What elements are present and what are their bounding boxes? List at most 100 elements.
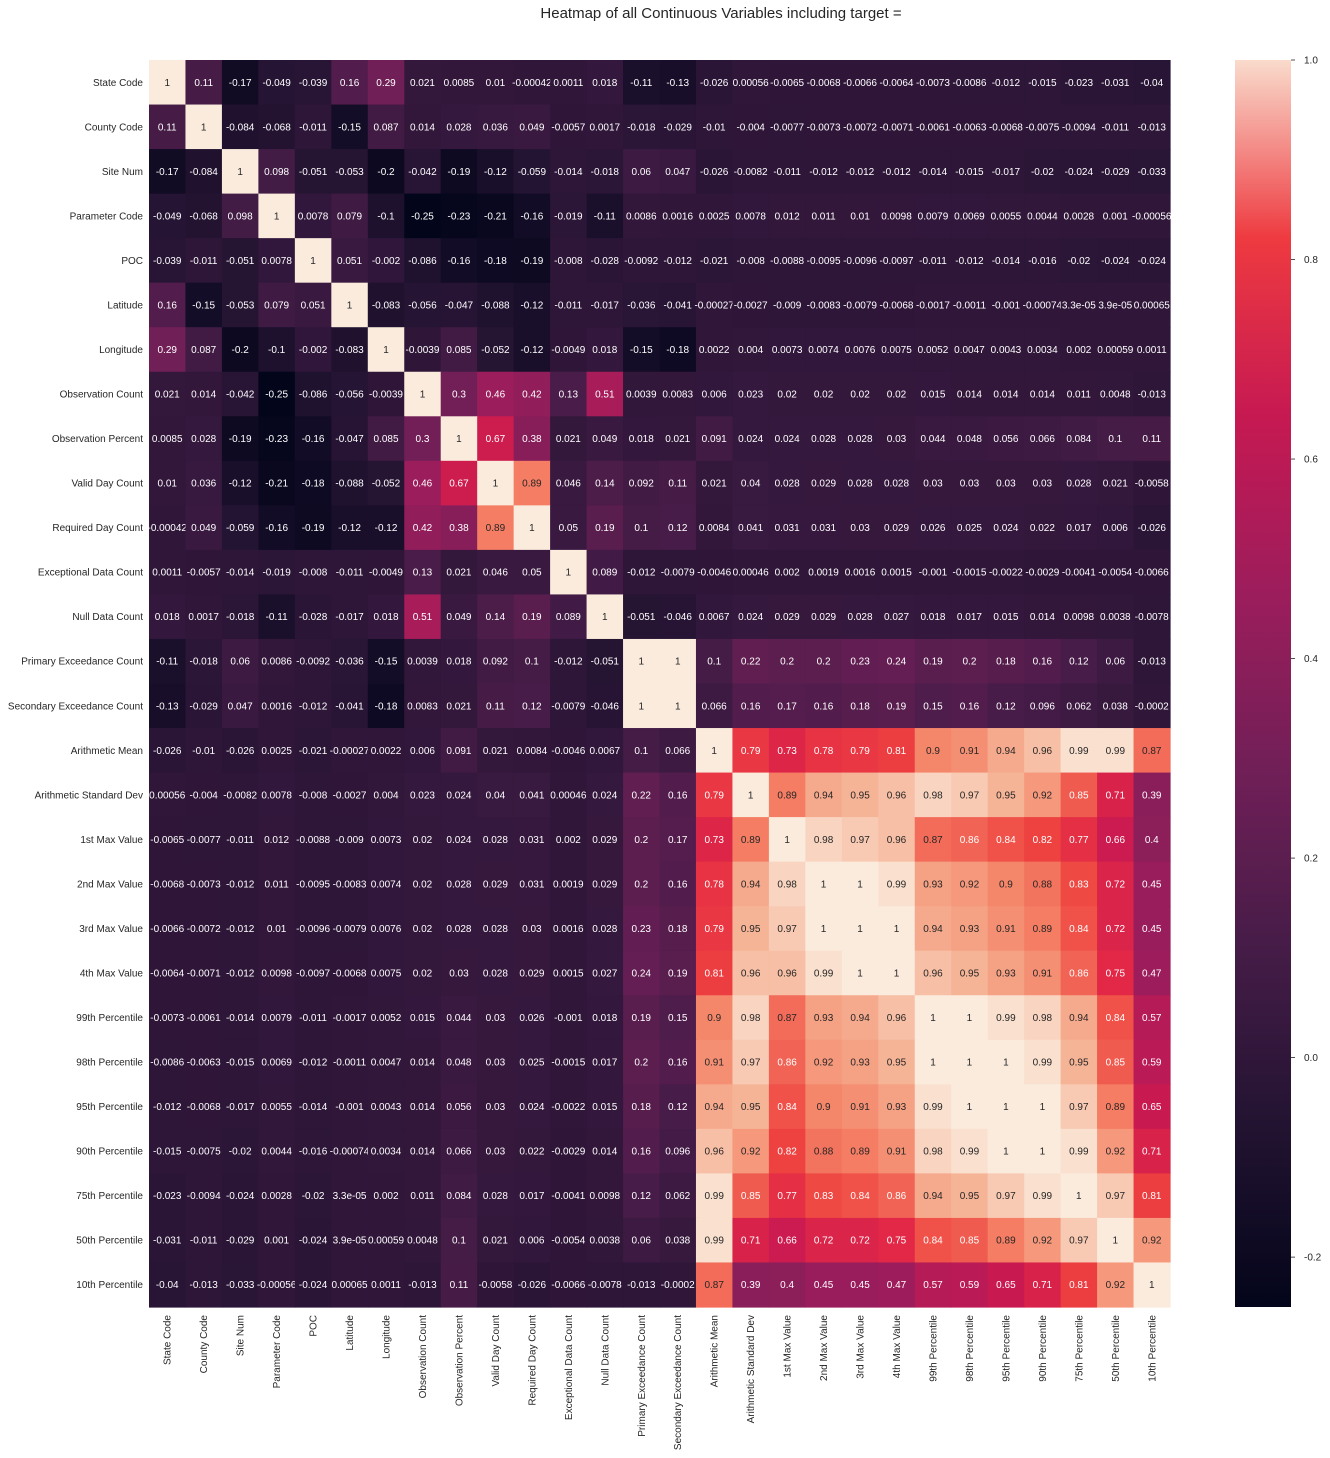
heatmap-cell [805,238,843,284]
cell-value-label: -0.047 [335,434,364,445]
heatmap-cell [149,950,187,996]
heatmap-cell [221,950,259,996]
heatmap-cell [550,1039,588,1085]
cell-value-label: -0.04 [156,1280,179,1291]
cell-value-label: 0.1 [634,523,648,534]
heatmap-cell [841,817,879,863]
cell-value-label: -0.1 [377,211,395,222]
heatmap-cell [987,149,1025,195]
heatmap-cell [805,728,843,774]
cell-value-label: 0.91 [704,1058,724,1069]
cell-value-label: -0.17 [156,167,179,178]
heatmap-cell [440,638,478,685]
cell-value-label: 1 [456,434,462,445]
cell-value-label: 0.42 [522,390,542,401]
heatmap-cell [185,282,223,328]
cell-value-label: 0.002 [1066,345,1091,356]
heatmap-cell [586,416,624,462]
cell-value-label: -0.0065 [770,78,804,89]
cell-value-label: 0.018 [446,657,471,668]
heatmap-cell [878,327,916,373]
cell-value-label: 0.0079 [918,211,949,222]
cell-value-label: 0.0011 [152,568,182,579]
heatmap-cell [185,683,223,729]
cell-value-label: -0.0088 [770,256,804,267]
cell-value-label: -0.014 [992,256,1021,267]
cell-value-label: -0.012 [299,701,328,712]
cell-value-label: -0.0073 [150,1013,184,1024]
heatmap-cell [513,1217,551,1264]
heatmap-cell [404,60,442,106]
heatmap-cell [841,505,879,551]
heatmap-cell [294,906,332,952]
heatmap-cell [258,1084,296,1130]
heatmap-cell [550,861,588,907]
heatmap-cell [513,683,551,729]
heatmap-cell [404,460,442,506]
heatmap-cell [367,728,405,774]
heatmap-cell [659,995,697,1041]
row-tick-label: 90th Percentile [76,1147,143,1158]
cell-value-label: -0.0039 [406,345,440,356]
heatmap-cell [404,238,442,284]
heatmap-cell [878,861,916,907]
cell-value-label: -0.0068 [989,122,1023,133]
cell-value-label: 0.066 [446,1147,471,1158]
heatmap-cell [221,995,259,1041]
heatmap-cell [878,1039,916,1085]
heatmap-cell [623,1039,661,1085]
heatmap-cell [695,995,734,1041]
row-tick-label: POC [121,256,143,267]
heatmap-cell [477,995,515,1041]
cell-value-label: -0.12 [484,167,507,178]
cell-value-label: 0.81 [1069,1280,1089,1291]
cell-value-label: 0.018 [374,612,399,623]
heatmap-cell [221,861,259,907]
heatmap-cell [404,950,442,996]
heatmap-cell [477,950,515,996]
cell-value-label: 0.38 [449,523,469,534]
cell-value-label: 0.014 [1030,390,1055,401]
heatmap-cell [732,594,770,640]
heatmap-cell [914,1128,952,1174]
heatmap-cell [185,193,223,239]
cell-value-label: 0.0052 [918,345,949,356]
cell-value-label: 0.029 [592,879,617,890]
heatmap-cell [1024,371,1062,417]
cell-value-label: 0.89 [741,835,761,846]
cell-value-label: 0.3 [416,434,430,445]
cell-value-label: 0.0074 [808,345,839,356]
cell-value-label: -0.039 [153,256,182,267]
cell-value-label: -0.031 [153,1236,182,1247]
cell-value-label: -0.016 [1028,256,1057,267]
heatmap-cell [1060,327,1098,373]
heatmap-cell [513,1262,551,1308]
row-tick-label: Parameter Code [70,211,144,222]
heatmap-cell [1097,1084,1135,1130]
heatmap-cell [1133,60,1171,106]
cell-value-label: 0.89 [996,1236,1016,1247]
heatmap-cell [914,193,952,239]
cell-value-label: 0.023 [738,390,763,401]
heatmap-cell [440,861,478,907]
cell-value-label: -0.19 [302,523,325,534]
cell-value-label: 0.93 [996,968,1016,979]
cell-value-label: -0.12 [520,300,543,311]
heatmap-cell [586,906,624,952]
cell-value-label: 0.12 [668,523,688,534]
heatmap-cell [586,104,624,150]
cell-value-label: -0.0002 [661,1280,695,1291]
heatmap-cell [623,683,661,729]
cell-value-label: 0.47 [1142,968,1162,979]
heatmap-cell [367,1262,405,1308]
cell-value-label: 0.0069 [261,1058,292,1069]
cell-value-label: 0.2 [634,1058,648,1069]
row-tick-label: Required Day Count [52,523,143,534]
cell-value-label: 1 [784,835,790,846]
cell-value-label: 0.18 [850,701,870,712]
heatmap-cell [1060,1128,1098,1174]
heatmap-cell [221,817,259,863]
cell-value-label: 0.67 [486,434,506,445]
cell-value-label: 0.049 [191,523,216,534]
heatmap-cell [878,817,916,863]
